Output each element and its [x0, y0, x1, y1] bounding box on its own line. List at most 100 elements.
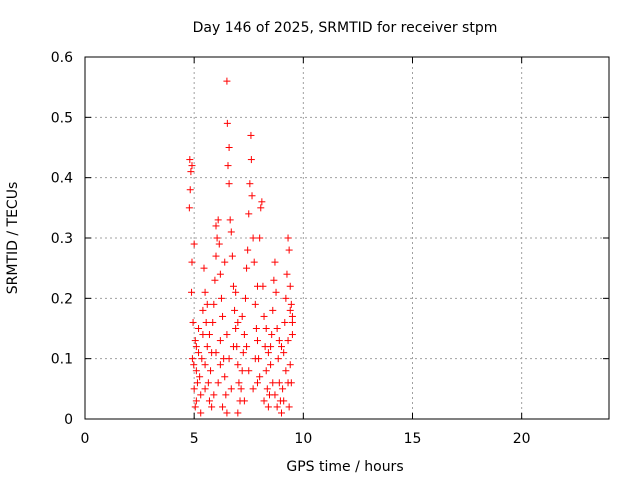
y-tick-label: 0.5 [51, 110, 73, 126]
data-point [247, 156, 255, 164]
y-tick-label: 0.2 [51, 291, 73, 307]
data-point [264, 403, 272, 411]
plot-frame [84, 56, 610, 420]
data-point [243, 264, 251, 272]
data-point [245, 210, 253, 218]
data-point [227, 228, 235, 236]
data-point [231, 306, 239, 314]
data-point [195, 349, 203, 357]
data-point [199, 306, 207, 314]
data-point [253, 282, 261, 290]
data-point [202, 318, 210, 326]
data-point [234, 409, 242, 417]
data-point [216, 337, 224, 345]
data-point [247, 131, 255, 139]
data-point [224, 162, 232, 170]
data-point [286, 282, 294, 290]
data-point [188, 355, 196, 363]
data-point [232, 288, 240, 296]
data-point [245, 367, 253, 375]
data-point [253, 379, 261, 387]
data-point [240, 331, 248, 339]
data-point [281, 318, 289, 326]
data-point [249, 385, 257, 393]
data-point [192, 367, 200, 375]
data-point [190, 240, 198, 248]
data-point [235, 379, 243, 387]
data-point [275, 379, 283, 387]
data-point [221, 373, 229, 381]
data-point [212, 222, 220, 230]
data-point [189, 318, 197, 326]
data-point [188, 288, 196, 296]
x-tick-label: 0 [81, 431, 90, 447]
data-point [288, 331, 296, 339]
data-point [207, 367, 215, 375]
data-point [288, 318, 296, 326]
data-point [252, 325, 260, 332]
data-point [219, 403, 227, 411]
data-point [262, 325, 270, 332]
data-point [214, 216, 222, 224]
data-point [191, 403, 199, 411]
data-point [210, 300, 218, 308]
data-point [227, 385, 235, 393]
data-point [187, 168, 195, 176]
data-point [240, 397, 248, 405]
data-point [201, 385, 209, 393]
data-point [204, 379, 212, 387]
data-point [282, 367, 290, 375]
data-point [273, 403, 281, 411]
data-point [201, 361, 209, 369]
data-point [226, 216, 234, 224]
data-point [211, 276, 219, 284]
data-point [198, 355, 206, 363]
data-point [273, 325, 281, 332]
data-point [223, 409, 231, 417]
data-point [191, 337, 199, 345]
y-tick-label: 0.1 [51, 352, 73, 368]
data-point [205, 331, 213, 339]
data-point [223, 331, 231, 339]
y-axis-label: SRMTID / TECUs [5, 182, 21, 295]
data-point [217, 294, 225, 302]
data-point [280, 397, 288, 405]
data-point [210, 391, 218, 399]
x-tick-label: 5 [190, 431, 199, 447]
data-point [257, 204, 265, 212]
data-point [225, 180, 233, 188]
data-point [201, 288, 209, 296]
data-point [267, 343, 275, 351]
data-point [267, 361, 275, 369]
data-point [193, 379, 201, 387]
data-point [243, 343, 251, 351]
data-point [214, 379, 222, 387]
x-tick-label: 10 [294, 431, 312, 447]
data-point [199, 331, 207, 339]
y-tick-label: 0 [64, 412, 73, 428]
data-point [192, 397, 200, 405]
data-point [197, 409, 205, 417]
y-tick-label: 0.3 [51, 231, 73, 247]
data-point [253, 337, 261, 345]
data-point [237, 385, 245, 393]
data-point [284, 379, 292, 387]
data-point [269, 306, 277, 314]
data-point [262, 367, 270, 375]
data-point [200, 264, 208, 272]
data-point [234, 318, 242, 326]
data-point [285, 403, 293, 411]
data-point [275, 337, 283, 345]
data-point [225, 144, 233, 151]
data-point [251, 300, 259, 308]
chart-title: Day 146 of 2025, SRMTID for receiver stp… [193, 20, 498, 36]
data-point [212, 252, 220, 260]
data-point [213, 234, 221, 242]
data-point [274, 355, 282, 363]
data-point [222, 391, 230, 399]
data-point [256, 234, 264, 242]
data-point [208, 403, 216, 411]
data-point [250, 258, 258, 266]
data-point [256, 373, 264, 381]
data-point [282, 294, 290, 302]
